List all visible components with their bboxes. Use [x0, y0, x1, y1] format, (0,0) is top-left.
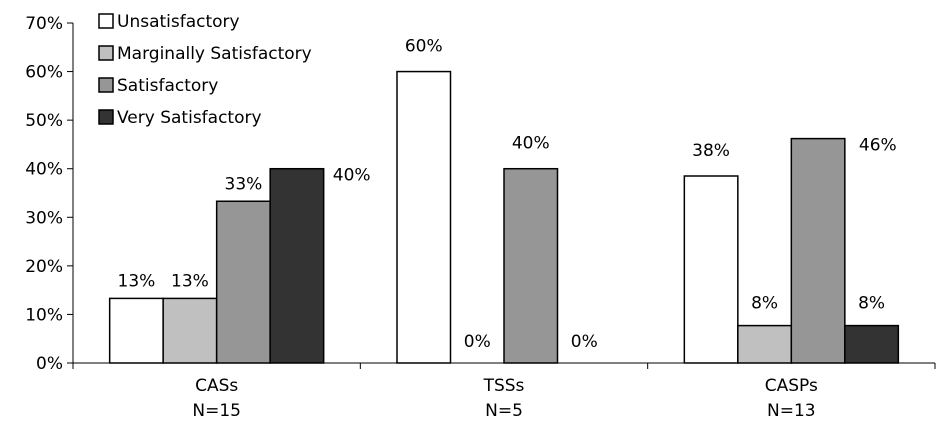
data-label: 0% — [571, 332, 598, 352]
data-label: 33% — [225, 174, 263, 194]
data-label: 60% — [405, 37, 443, 57]
category-label: CASs — [195, 376, 238, 396]
legend: Unsatisfactory Marginally Satisfactory Sat… — [98, 12, 312, 128]
y-tick-label: 60% — [25, 63, 63, 83]
y-tick-label: 30% — [25, 208, 63, 228]
legend-swatch — [98, 13, 114, 29]
bar — [108, 297, 164, 364]
bar — [844, 324, 900, 364]
legend-swatch — [98, 45, 114, 61]
bar — [790, 137, 846, 364]
y-tick-label: 70% — [25, 14, 63, 34]
y-tick-label: 0% — [36, 354, 63, 374]
y-tick-label: 20% — [25, 257, 63, 277]
data-labels: 13% 13% 33% 40% 60% 0% 40% 0% 38% 8% 46% 8% — [118, 37, 897, 352]
category-label: CASPs — [765, 376, 818, 396]
data-label: 8% — [751, 294, 778, 314]
data-label: 46% — [859, 136, 897, 156]
bars — [108, 70, 900, 364]
data-label: 38% — [692, 141, 730, 161]
data-label: 13% — [171, 271, 209, 291]
data-label: 0% — [464, 332, 491, 352]
legend-label: Marginally Satisfactory — [117, 44, 312, 64]
legend-label: Satisfactory — [117, 76, 218, 96]
legend-label: Very Satisfactory — [117, 108, 262, 128]
y-axis: 0% 10% 20% 30% 40% 50% 60% 70% — [25, 14, 74, 374]
legend-swatch — [98, 109, 114, 125]
bar — [269, 167, 325, 364]
category-n-label: N=15 — [192, 401, 241, 421]
data-label: 13% — [118, 271, 156, 291]
bar — [503, 167, 559, 364]
data-label: 40% — [333, 166, 371, 186]
x-axis: CASs N=15 TSSs N=5 CASPs N=13 — [72, 362, 936, 421]
bar — [683, 175, 739, 364]
bar — [215, 200, 271, 364]
y-tick-label: 10% — [25, 305, 63, 325]
category-n-label: N=5 — [485, 401, 523, 421]
category-label: TSSs — [483, 376, 525, 396]
bar — [162, 297, 218, 364]
y-tick-label: 40% — [25, 160, 63, 180]
legend-swatch — [98, 77, 114, 93]
bar — [737, 324, 793, 364]
data-label: 8% — [858, 294, 885, 314]
category-n-label: N=13 — [767, 401, 816, 421]
data-label: 40% — [512, 134, 550, 154]
legend-label: Unsatisfactory — [117, 12, 240, 32]
bar — [396, 70, 452, 364]
y-tick-label: 50% — [25, 111, 63, 131]
